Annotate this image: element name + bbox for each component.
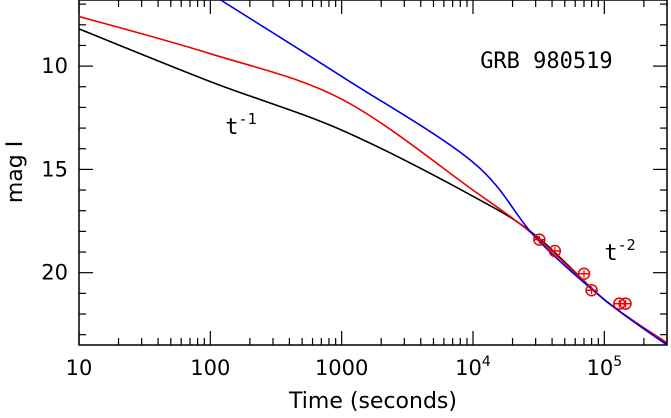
x-tick-label: 1000: [315, 356, 368, 380]
chart-title: GRB 980519: [480, 49, 612, 74]
y-tick-label: 10: [41, 54, 68, 78]
data-point: [619, 297, 632, 310]
tick-labels-layer: 10 100 1000 104 105 10 15 20: [41, 54, 622, 380]
x-axis-label: Time (seconds): [288, 389, 457, 414]
y-tick-label: 15: [41, 157, 68, 181]
x-tick-label: 105: [587, 354, 623, 380]
series-line-2: [220, 0, 667, 345]
data-point: [577, 267, 591, 280]
slope-annotation: t-1: [225, 110, 256, 140]
y-tick-label: 20: [41, 261, 68, 285]
series-layer: [79, 0, 667, 345]
data-point: [548, 244, 562, 258]
series-line-0: [79, 28, 667, 345]
x-tick-label: 100: [190, 356, 230, 380]
annotations-layer: t-1 t-2: [225, 110, 635, 266]
data-point: [585, 284, 598, 297]
y-axis-label: mag I: [3, 141, 28, 203]
data-point: [533, 233, 546, 246]
data-points-layer: [533, 233, 632, 310]
plot-frame: [78, 0, 668, 346]
x-tick-label: 10: [66, 356, 93, 380]
x-tick-label: 104: [455, 354, 491, 380]
ticks-layer: [78, 0, 668, 345]
slope-annotation: t-2: [604, 236, 635, 266]
